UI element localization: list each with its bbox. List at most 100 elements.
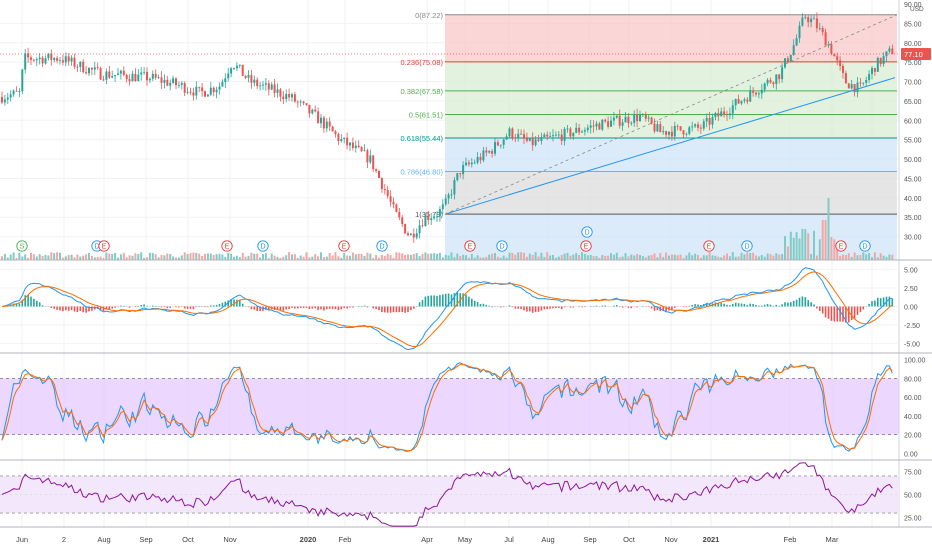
macd-histogram-bar	[674, 306, 676, 308]
volume-bar	[288, 252, 291, 260]
candle-body	[369, 155, 372, 163]
volume-bar	[349, 255, 351, 260]
macd-histogram-bar	[302, 306, 305, 308]
event-label: E	[102, 244, 107, 251]
candle-body	[64, 56, 67, 63]
macd-histogram-bar	[140, 304, 142, 307]
candle-body	[30, 57, 32, 60]
volume-bar	[401, 253, 404, 260]
macd-histogram-bar	[700, 305, 702, 307]
volume-bar	[30, 252, 32, 260]
candle-body	[253, 79, 256, 83]
volume-bar	[647, 255, 650, 260]
macd-histogram-bar	[604, 305, 606, 307]
candle-body	[117, 73, 119, 76]
candle-body	[288, 94, 291, 98]
candle-body	[438, 209, 441, 217]
rsi-band-fill	[0, 475, 899, 514]
macd-histogram-bar	[128, 306, 131, 308]
event-label: E	[584, 244, 589, 251]
macd-histogram-bar	[27, 294, 29, 307]
candle-body	[679, 126, 682, 131]
time-tick-label: May	[458, 535, 472, 544]
candle-body	[470, 162, 473, 165]
event-circle	[703, 240, 715, 252]
volume-bar	[659, 253, 662, 260]
volume-bar	[61, 257, 64, 260]
candle-body	[433, 216, 436, 219]
volume-bar	[528, 253, 531, 260]
volume-bar	[357, 253, 360, 260]
candle-body	[305, 103, 308, 105]
macd-histogram-bar	[357, 305, 360, 307]
macd-histogram-bar	[601, 305, 604, 307]
macd-histogram-bar	[372, 306, 374, 309]
volume-bar	[755, 255, 757, 260]
volume-bar	[163, 255, 166, 260]
candle-body	[688, 127, 691, 134]
candle-body	[786, 58, 789, 62]
candle-body	[665, 131, 668, 135]
macd-histogram-bar	[241, 303, 244, 307]
macd-histogram-bar	[413, 306, 415, 309]
candle-body	[177, 84, 180, 86]
event-label: D	[584, 230, 589, 237]
candle-body	[546, 134, 549, 137]
macd-histogram-bar	[346, 306, 348, 309]
macd-histogram-bar	[790, 302, 792, 307]
macd-histogram-bar	[781, 304, 783, 307]
volume-bar	[534, 252, 537, 260]
candle-body	[273, 84, 276, 93]
candle-body	[383, 188, 386, 191]
macd-histogram-bar	[79, 306, 82, 311]
volume-bar	[180, 255, 183, 260]
last-price-value: 77.10	[904, 50, 923, 59]
volume-bar	[160, 254, 163, 260]
volume-bar	[804, 229, 807, 260]
fib-band	[445, 14, 897, 62]
macd-histogram-bar	[755, 304, 757, 307]
macd-histogram-bar	[853, 306, 856, 319]
volume-bar	[537, 256, 540, 260]
candle-body	[175, 78, 177, 86]
volume-bar	[64, 256, 67, 260]
time-tick-label: Apr	[421, 535, 433, 544]
volume-bar	[491, 253, 494, 260]
stoch-tick-label: 80.00	[904, 376, 922, 383]
macd-histogram-bar	[41, 305, 44, 307]
candle-body	[241, 64, 244, 76]
candle-body	[717, 113, 720, 117]
candle-body	[697, 124, 699, 128]
candle-body	[32, 59, 35, 61]
candle-body	[444, 198, 447, 205]
volume-bar	[430, 253, 433, 260]
candle-body	[810, 18, 813, 23]
macd-histogram-bar	[276, 306, 279, 310]
macd-histogram-bar	[340, 306, 343, 310]
volume-bar	[633, 255, 636, 260]
macd-histogram-bar	[210, 305, 212, 307]
candle-body	[528, 137, 531, 141]
event-marker: E	[338, 240, 350, 252]
candle-body	[650, 117, 653, 124]
candle-body	[839, 60, 842, 66]
volume-bar	[244, 256, 247, 260]
volume-bar	[44, 254, 47, 260]
volume-bar	[340, 257, 343, 260]
volume-bar	[117, 257, 119, 260]
volume-bar	[343, 253, 346, 260]
macd-histogram-bar	[720, 302, 722, 307]
rsi-line	[1, 462, 893, 527]
macd-histogram-bar	[775, 304, 778, 307]
candle-body	[641, 114, 644, 116]
volume-bar	[763, 256, 766, 260]
volume-bar	[351, 252, 354, 260]
candle-body	[537, 139, 540, 141]
macd-histogram-bar	[152, 305, 154, 307]
volume-bar	[389, 255, 392, 260]
candle-body	[85, 72, 88, 74]
candle-body	[636, 114, 639, 121]
volume-bar	[639, 254, 641, 260]
candle-body	[618, 115, 621, 126]
